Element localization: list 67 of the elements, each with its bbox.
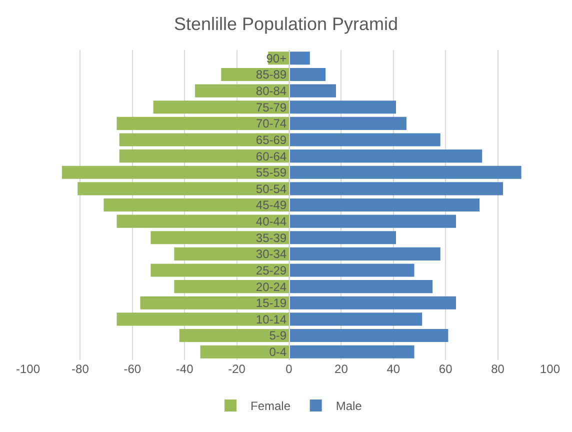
- y-tick-label: 35-39: [256, 230, 287, 245]
- y-tick-label: 5-9: [269, 328, 287, 343]
- bar: [150, 264, 289, 277]
- bar: [289, 214, 456, 228]
- y-tick-label: 30-34: [256, 247, 287, 262]
- x-tick-label: -20: [228, 362, 246, 376]
- bar: [153, 100, 289, 114]
- legend-label: Female: [250, 399, 291, 414]
- x-tick-label: -80: [72, 362, 90, 376]
- bar: [200, 345, 289, 358]
- y-tick-label: 40-44: [256, 214, 287, 229]
- y-tick-label: 85-89: [256, 68, 287, 82]
- x-tick-label: 80: [491, 362, 505, 376]
- y-tick-label: 55-59: [256, 166, 287, 180]
- bar: [289, 312, 422, 326]
- y-tick-label: 65-69: [256, 132, 287, 147]
- y-tick-label: 75-79: [256, 100, 287, 114]
- bar: [289, 52, 310, 65]
- y-tick-label: 15-19: [256, 296, 287, 310]
- bar: [289, 166, 522, 179]
- legend-label: Male: [336, 399, 362, 414]
- bar: [116, 312, 289, 326]
- bar: [62, 166, 289, 179]
- bar: [104, 198, 289, 212]
- bar: [289, 296, 456, 310]
- y-tick-label: 20-24: [256, 280, 287, 294]
- bar: [289, 150, 482, 163]
- bar: [289, 133, 440, 146]
- y-tick-label: 80-84: [256, 84, 287, 98]
- x-tick-label: -100: [16, 362, 40, 376]
- bar: [174, 280, 289, 294]
- bar: [174, 247, 289, 260]
- bar: [150, 231, 289, 244]
- x-tick-label: -40: [176, 362, 194, 376]
- bar: [289, 100, 396, 114]
- bar: [289, 116, 406, 130]
- x-tick-label: 100: [540, 362, 560, 376]
- y-tick-label: 0-4: [269, 345, 287, 360]
- bar: [289, 68, 326, 81]
- bar: [289, 231, 396, 244]
- bar: [179, 329, 289, 342]
- bar: [289, 182, 504, 196]
- bar: [289, 247, 440, 260]
- bar: [289, 345, 414, 358]
- x-tick-label: 40: [386, 362, 400, 376]
- y-tick-label: 50-54: [256, 182, 287, 196]
- bar: [116, 116, 289, 130]
- x-tick-label: 60: [438, 362, 453, 376]
- bar: [289, 280, 433, 294]
- bar: [289, 329, 448, 342]
- y-tick-label: 45-49: [256, 198, 287, 212]
- y-tick-label: 25-29: [256, 263, 287, 278]
- chart-title: Stenlille Population Pyramid: [174, 14, 398, 34]
- bar: [119, 133, 289, 146]
- bar: [289, 198, 480, 212]
- bar: [289, 264, 414, 277]
- y-tick-label: 60-64: [256, 149, 287, 164]
- x-tick-label: -60: [124, 362, 142, 376]
- bar: [140, 296, 289, 310]
- bar: [116, 214, 289, 228]
- x-tick-label: 0: [286, 362, 293, 376]
- bar: [289, 84, 336, 98]
- bar: [119, 150, 289, 163]
- y-tick-label: 70-74: [256, 116, 287, 131]
- x-tick-label: 20: [334, 362, 348, 376]
- y-tick-label: 10-14: [256, 312, 287, 326]
- bar: [78, 182, 289, 196]
